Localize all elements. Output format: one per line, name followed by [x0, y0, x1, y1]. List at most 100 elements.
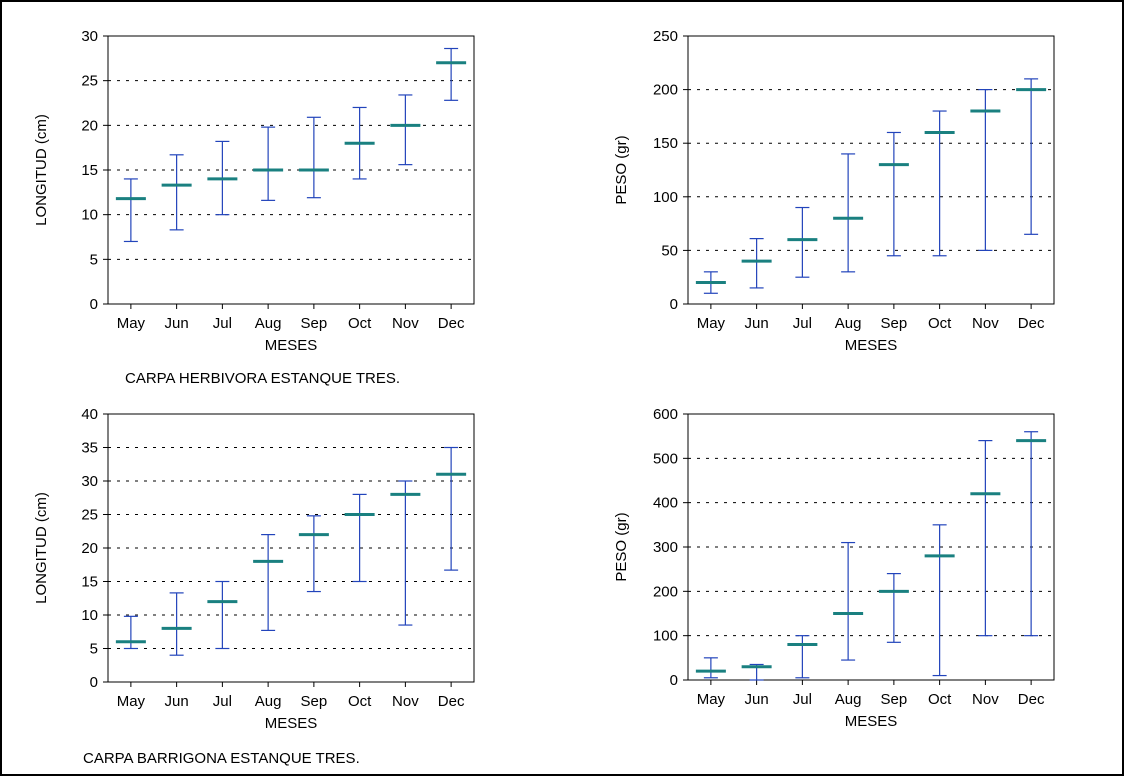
- x-tick-label: Jun: [745, 315, 769, 332]
- charts: 0 5 10 15 20 25 30 May Jun Jul Aug Sep Oct Nov Dec MESE…: [33, 28, 1055, 732]
- errorbar-sep: [298, 116, 329, 199]
- y-tick-label: 5: [90, 641, 98, 658]
- x-tick-label: Nov: [972, 691, 999, 708]
- x-tick-label: Aug: [255, 315, 282, 332]
- caption-barrigona: CARPA BARRIGONA ESTANQUE TRES.: [83, 750, 360, 767]
- x-tick-label: Sep: [301, 693, 328, 710]
- y-tick-label: 15: [81, 162, 98, 179]
- errorbar-nov: [390, 94, 421, 166]
- y-tick-label: 0: [670, 672, 678, 689]
- errorbar-aug: [833, 153, 864, 273]
- y-tick-label: 30: [81, 473, 98, 490]
- x-axis-label: MESES: [845, 337, 898, 354]
- x-tick-label: Oct: [928, 315, 952, 332]
- y-tick-label: 200: [653, 82, 678, 99]
- errorbar-sep: [878, 572, 909, 643]
- errorbar-jul: [787, 635, 818, 679]
- y-tick-label: 40: [81, 406, 98, 423]
- x-tick-label: Jun: [745, 691, 769, 708]
- errorbar-dec: [436, 446, 467, 571]
- x-tick-label: May: [697, 315, 726, 332]
- x-tick-label: Dec: [1018, 315, 1045, 332]
- x-tick-label: Dec: [438, 693, 465, 710]
- y-tick-label: 5: [90, 251, 98, 268]
- y-tick-label: 0: [90, 296, 98, 313]
- errorbar-jun: [741, 663, 772, 681]
- y-tick-label: 0: [670, 296, 678, 313]
- errorbar-sep: [878, 131, 909, 257]
- x-tick-label: Jun: [165, 693, 189, 710]
- y-tick-label: 30: [81, 28, 98, 45]
- y-tick-label: 20: [81, 117, 98, 134]
- errorbar-may: [695, 657, 726, 679]
- x-axis-label: MESES: [845, 713, 898, 730]
- x-tick-label: Dec: [1018, 691, 1045, 708]
- errorbar-dec: [1016, 431, 1047, 637]
- x-tick-label: May: [117, 693, 146, 710]
- x-tick-label: Aug: [835, 315, 862, 332]
- errorbar-oct: [924, 110, 955, 257]
- y-tick-label: 200: [653, 583, 678, 600]
- errorbar-oct: [344, 106, 375, 180]
- x-tick-label: Oct: [348, 693, 372, 710]
- y-tick-label: 15: [81, 574, 98, 591]
- errorbar-dec: [1016, 78, 1047, 235]
- plot-frame: [687, 35, 1055, 305]
- errorbar-may: [115, 178, 146, 243]
- errorbar-may: [695, 271, 726, 294]
- errorbar-oct: [924, 524, 955, 677]
- caption-herbivora: CARPA HERBIVORA ESTANQUE TRES.: [125, 370, 400, 387]
- y-tick-label: 35: [81, 440, 98, 457]
- x-tick-label: Oct: [928, 691, 952, 708]
- errorbar-aug: [833, 541, 864, 661]
- x-tick-label: Nov: [392, 315, 419, 332]
- x-tick-label: Sep: [881, 691, 908, 708]
- y-tick-label: 100: [653, 189, 678, 206]
- y-tick-label: 600: [653, 406, 678, 423]
- errorbar-nov: [390, 480, 421, 626]
- errorbar-aug: [253, 126, 284, 201]
- x-tick-label: Nov: [972, 315, 999, 332]
- y-tick-label: 300: [653, 539, 678, 556]
- errorbar-oct: [344, 493, 375, 583]
- y-axis-label: PESO (gr): [613, 135, 630, 204]
- x-tick-label: May: [697, 691, 726, 708]
- x-tick-label: Jun: [165, 315, 189, 332]
- chart-barrigona-peso: 0 100 200 300 400 500 600 May Jun Jul Aug Sep Oct Nov…: [613, 406, 1055, 730]
- x-tick-label: Aug: [255, 693, 282, 710]
- errorbar-jun: [741, 238, 772, 289]
- y-tick-label: 10: [81, 607, 98, 624]
- y-tick-label: 100: [653, 628, 678, 645]
- y-tick-label: 10: [81, 207, 98, 224]
- x-tick-label: Jul: [213, 693, 232, 710]
- y-tick-label: 150: [653, 135, 678, 152]
- errorbar-jul: [207, 140, 238, 216]
- y-tick-label: 50: [661, 242, 678, 259]
- x-tick-label: Jul: [213, 315, 232, 332]
- y-tick-label: 25: [81, 507, 98, 524]
- x-tick-label: Sep: [881, 315, 908, 332]
- y-tick-label: 400: [653, 495, 678, 512]
- x-tick-label: Oct: [348, 315, 372, 332]
- chart-herbivora-peso: 0 50 100 150 200 250 May Jun Jul Aug Sep Oct Nov Dec M…: [613, 28, 1055, 354]
- errorbar-jul: [207, 580, 238, 650]
- x-tick-label: May: [117, 315, 146, 332]
- y-tick-label: 0: [90, 674, 98, 691]
- errorbar-jun: [161, 592, 192, 656]
- y-tick-label: 250: [653, 28, 678, 45]
- errorbar-dec: [436, 47, 467, 101]
- y-tick-label: 500: [653, 450, 678, 467]
- x-tick-label: Sep: [301, 315, 328, 332]
- x-tick-label: Jul: [793, 691, 812, 708]
- errorbar-aug: [253, 533, 284, 632]
- x-tick-label: Nov: [392, 693, 419, 710]
- x-tick-label: Aug: [835, 691, 862, 708]
- x-tick-label: Jul: [793, 315, 812, 332]
- errorbar-nov: [970, 440, 1001, 637]
- errorbar-jul: [787, 206, 818, 278]
- errorbar-sep: [298, 515, 329, 593]
- chart-herbivora-longitud: 0 5 10 15 20 25 30 May Jun Jul Aug Sep Oct Nov Dec MESE…: [33, 28, 475, 354]
